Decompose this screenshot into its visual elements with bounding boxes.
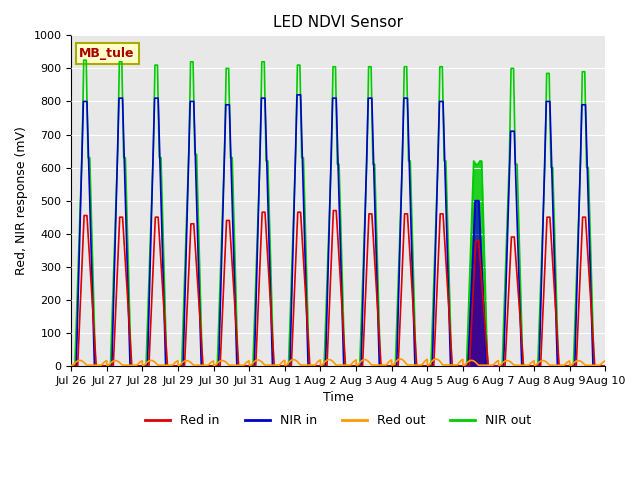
Y-axis label: Red, NIR response (mV): Red, NIR response (mV) bbox=[15, 126, 28, 275]
X-axis label: Time: Time bbox=[323, 391, 354, 404]
Text: MB_tule: MB_tule bbox=[79, 47, 135, 60]
Legend: Red in, NIR in, Red out, NIR out: Red in, NIR in, Red out, NIR out bbox=[140, 409, 536, 432]
Title: LED NDVI Sensor: LED NDVI Sensor bbox=[273, 15, 403, 30]
